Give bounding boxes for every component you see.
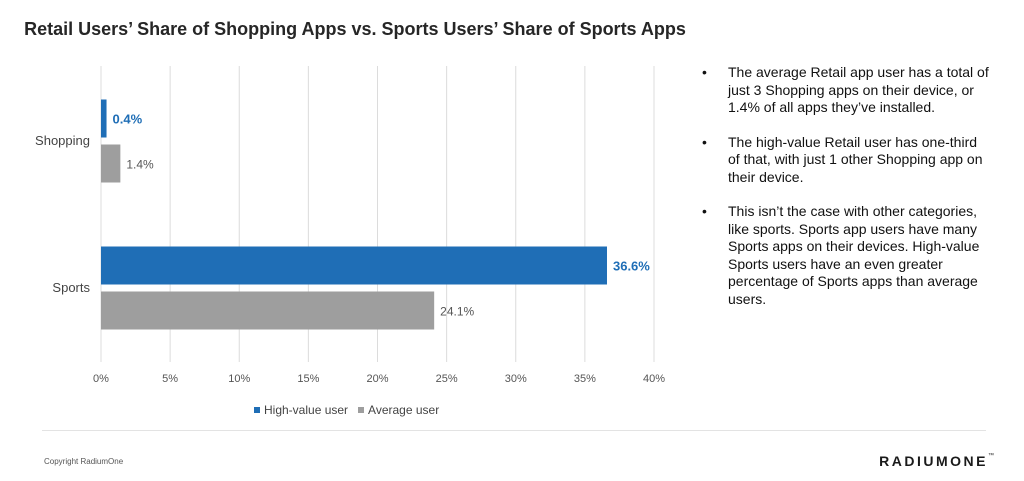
x-tick-label: 35% <box>574 373 596 385</box>
insights-list: • The average Retail app user has a total… <box>700 64 990 325</box>
data-label: 24.1% <box>440 305 474 319</box>
data-label: 0.4% <box>113 112 143 127</box>
x-tick-label: 0% <box>93 373 109 385</box>
logo-trademark: ™ <box>988 453 994 459</box>
x-tick-label: 10% <box>228 373 250 385</box>
chart-title: Retail Users’ Share of Shopping Apps vs.… <box>24 19 686 39</box>
bar-high-value <box>101 99 107 138</box>
legend-swatch <box>358 406 365 413</box>
logo-text: RADIUMONE <box>879 453 988 469</box>
footer-divider <box>42 430 986 431</box>
insight-text: The high-value Retail user has one-third… <box>728 133 983 185</box>
insight-text: This isn’t the case with other categorie… <box>728 203 980 307</box>
legend-swatch <box>254 406 260 413</box>
x-tick-label: 30% <box>505 373 527 385</box>
category-label: Sports <box>52 280 90 295</box>
insight-item: • The high-value Retail user has one-thir… <box>700 134 990 187</box>
data-label: 36.6% <box>613 259 650 274</box>
bullet-marker: • <box>702 64 707 80</box>
legend-label: Average user <box>368 403 440 417</box>
copyright-text: Copyright RadiumOne <box>44 457 124 466</box>
legend-item: High-value user <box>254 403 348 417</box>
radiumone-logo: RADIUMONE™ <box>879 453 994 469</box>
bullet-marker: • <box>702 133 707 150</box>
chart-legend: High-value user Average user <box>254 403 449 417</box>
bar-average <box>101 144 121 183</box>
bar-high-value <box>101 246 607 285</box>
x-tick-label: 15% <box>297 373 319 385</box>
insight-item: • The average Retail app user has a total… <box>700 64 990 117</box>
bullet-marker: • <box>702 203 707 219</box>
data-label: 1.4% <box>126 158 154 172</box>
x-tick-label: 5% <box>162 373 178 385</box>
x-tick-label: 25% <box>436 373 458 385</box>
insight-text: The average Retail app user has a total … <box>728 64 989 115</box>
bar-chart: 0% 5% 10% 15% 20% 25% 30% 35% 40% Shopping 0.4% 1.4… <box>35 66 665 385</box>
bar-average <box>101 291 435 330</box>
x-tick-label: 40% <box>643 373 665 385</box>
category-label: Shopping <box>35 133 90 148</box>
legend-label: High-value user <box>264 403 349 417</box>
legend-item: Average user <box>358 403 439 417</box>
x-tick-label: 20% <box>366 373 388 385</box>
insight-item: • This isn’t the case with other categori… <box>700 203 990 308</box>
